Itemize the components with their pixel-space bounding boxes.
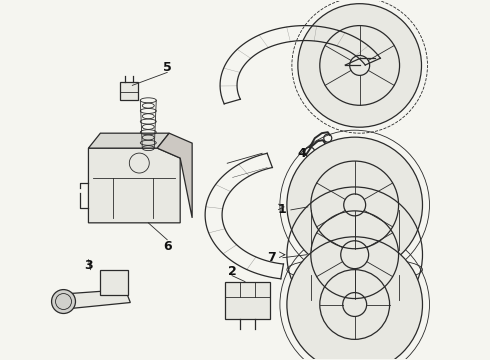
Text: 1: 1 [277,203,286,216]
Bar [100,270,128,294]
Text: 3: 3 [84,259,93,272]
Polygon shape [55,289,130,310]
Circle shape [298,4,421,127]
Text: 4: 4 [297,147,306,159]
Text: 2: 2 [228,265,236,278]
Polygon shape [89,148,180,223]
Text: 6: 6 [163,240,172,253]
Polygon shape [89,133,169,148]
Bar [225,282,270,319]
Text: 7: 7 [268,251,276,264]
Bar [121,82,138,100]
Circle shape [287,237,422,360]
Text: 5: 5 [163,61,172,74]
Circle shape [287,137,422,273]
Polygon shape [157,133,192,218]
Circle shape [51,289,75,314]
